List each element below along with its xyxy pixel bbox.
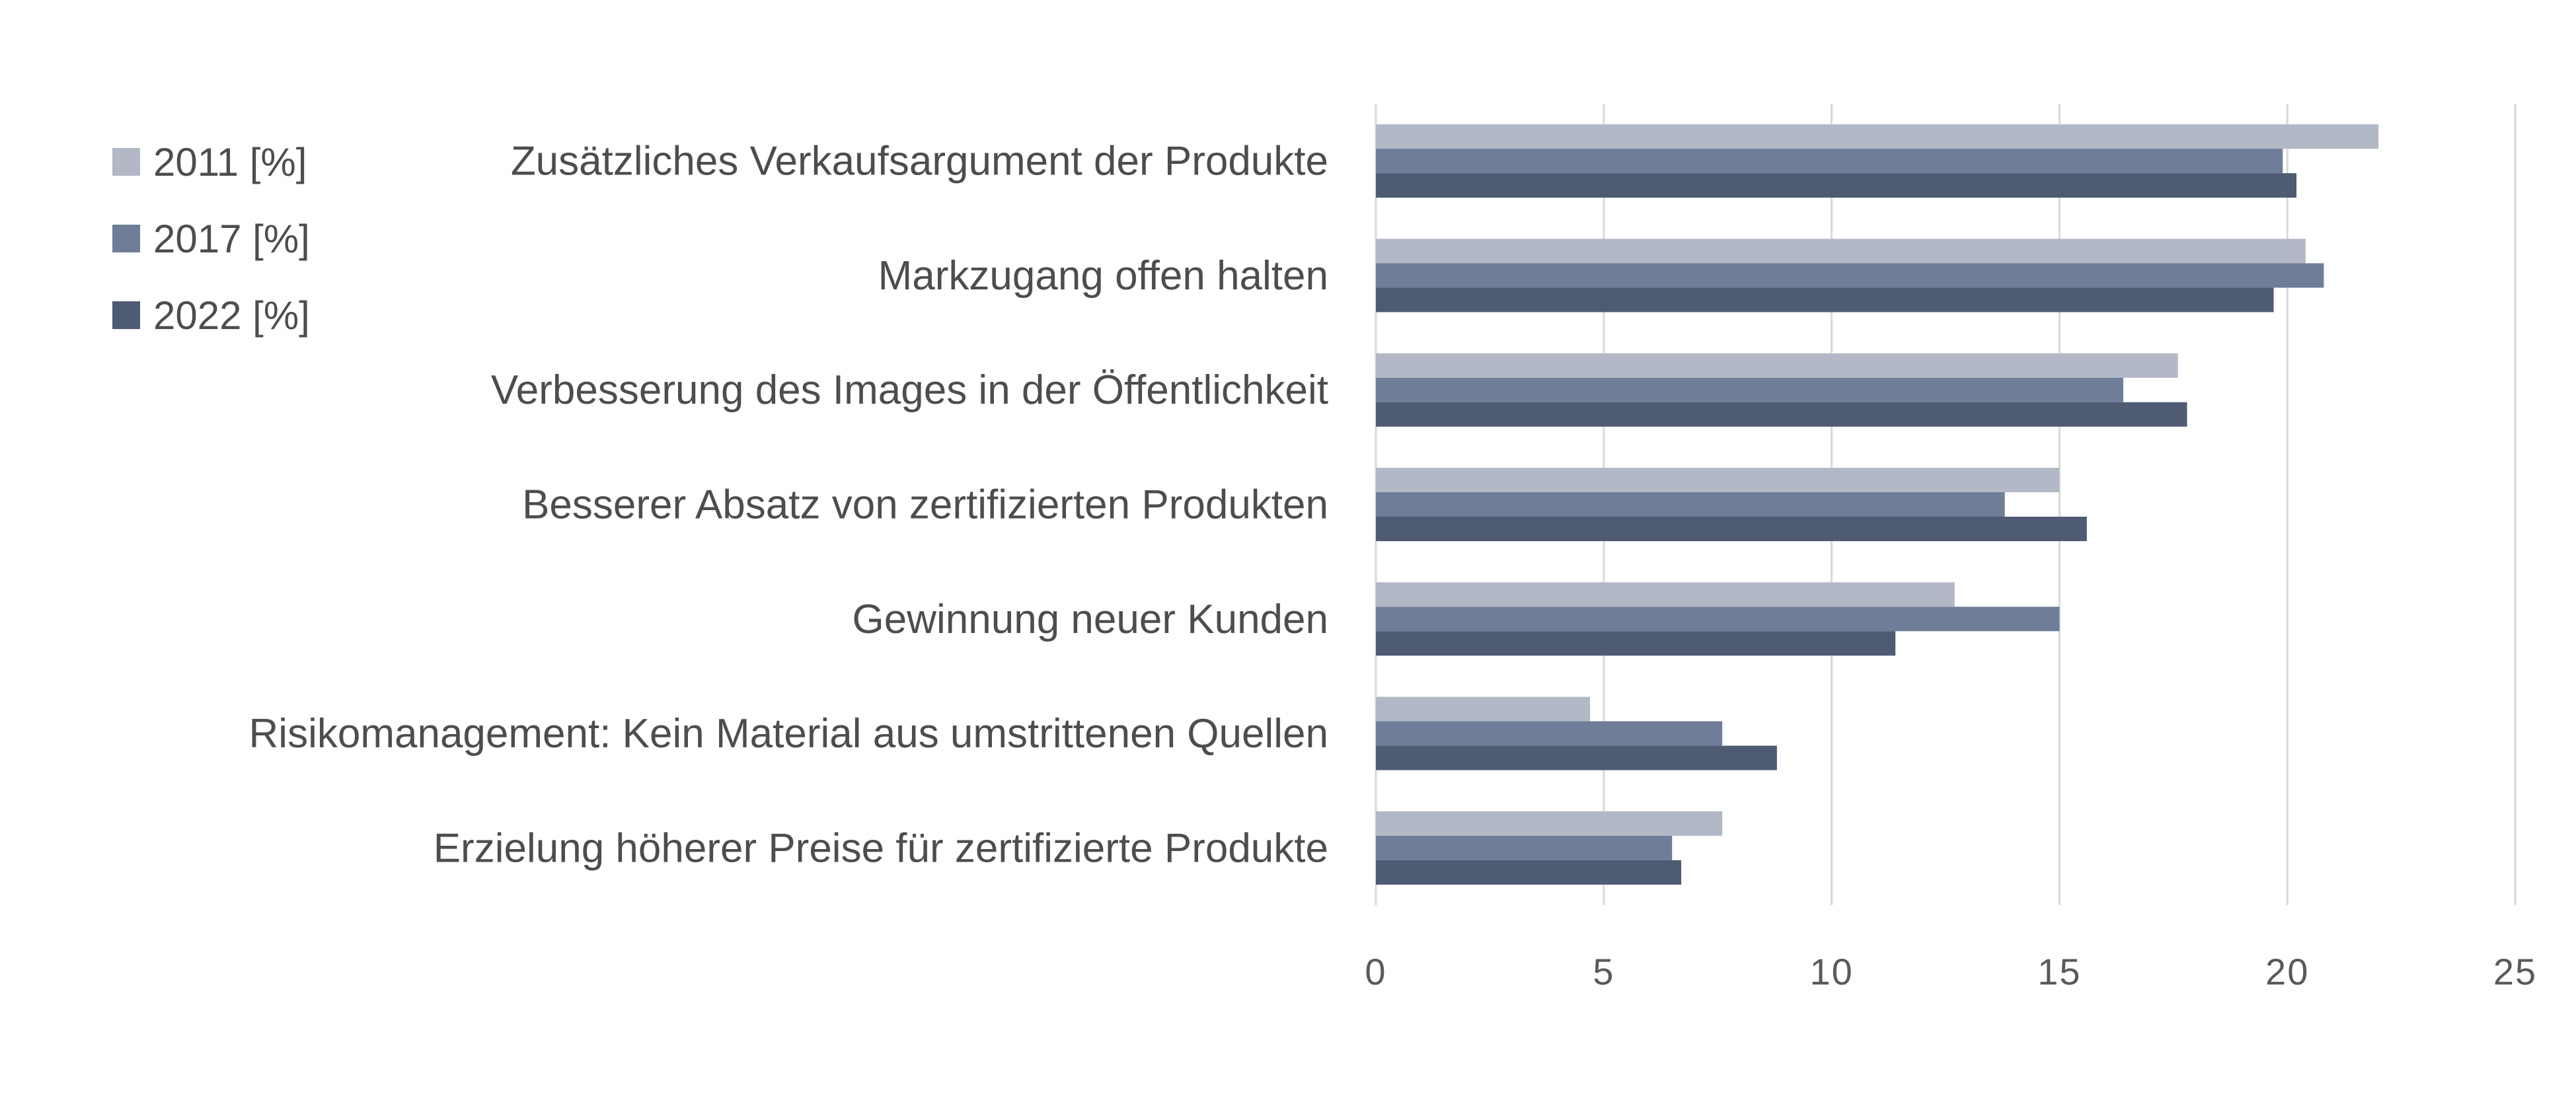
bar-series-1-category-6: [1376, 835, 1673, 860]
x-tick-label: 15: [2037, 951, 2081, 992]
bar-series-2-category-4: [1376, 631, 1896, 656]
legend-label-2: 2022 [%]: [153, 293, 310, 338]
bar-series-1-category-2: [1376, 377, 2123, 402]
bar-series-0-category-6: [1376, 811, 1723, 836]
x-tick-label: 5: [1593, 951, 1614, 992]
bar-series-0-category-5: [1376, 696, 1591, 722]
bar-series-0-category-4: [1376, 582, 1955, 607]
bar-series-1-category-3: [1376, 492, 2005, 517]
category-label: Markzugang offen halten: [878, 253, 1328, 299]
legend-swatch-0: [112, 148, 140, 176]
bar-series-2-category-2: [1376, 402, 2187, 427]
category-label: Verbesserung des Images in der Öffentlic…: [491, 367, 1328, 413]
bar-series-0-category-1: [1376, 239, 2306, 264]
bar-series-0-category-3: [1376, 468, 2060, 492]
category-label: Besserer Absatz von zertifizierten Produ…: [522, 482, 1328, 528]
legend-swatch-2: [112, 301, 140, 329]
x-tick-label: 10: [1809, 951, 1853, 992]
bar-series-2-category-3: [1376, 517, 2087, 541]
x-tick-label: 20: [2265, 951, 2309, 992]
legend: 2011 [%] 2017 [%] 2022 [%]: [112, 140, 310, 338]
bar-series-0-category-0: [1376, 124, 2379, 149]
legend-label-0: 2011 [%]: [153, 140, 307, 184]
x-tick-labels: 0 5 10 15 20 25: [1365, 951, 2537, 992]
legend-swatch-1: [112, 225, 140, 252]
bar-series-2-category-6: [1376, 860, 1682, 885]
category-label: Gewinnung neuer Kunden: [852, 597, 1328, 642]
bars: [1376, 124, 2379, 885]
bar-series-1-category-0: [1376, 149, 2283, 174]
x-tick-label: 25: [2493, 951, 2537, 992]
category-label: Zusätzliches Verkaufsargument der Produk…: [511, 139, 1328, 184]
bar-series-0-category-2: [1376, 353, 2178, 378]
bar-series-2-category-1: [1376, 287, 2274, 313]
category-labels: Zusätzliches Verkaufsargument der Produk…: [249, 139, 1328, 872]
bar-series-2-category-5: [1376, 745, 1777, 770]
bar-series-1-category-4: [1376, 607, 2060, 632]
bar-series-1-category-5: [1376, 721, 1723, 746]
bar-series-1-category-1: [1376, 263, 2324, 288]
x-tick-label: 0: [1365, 951, 1386, 992]
legend-label-1: 2017 [%]: [153, 217, 310, 261]
category-label: Erzielung höherer Preise für zertifizier…: [434, 825, 1328, 871]
category-label: Risikomanagement: Kein Material aus umst…: [249, 711, 1328, 757]
bar-series-2-category-0: [1376, 173, 2296, 198]
